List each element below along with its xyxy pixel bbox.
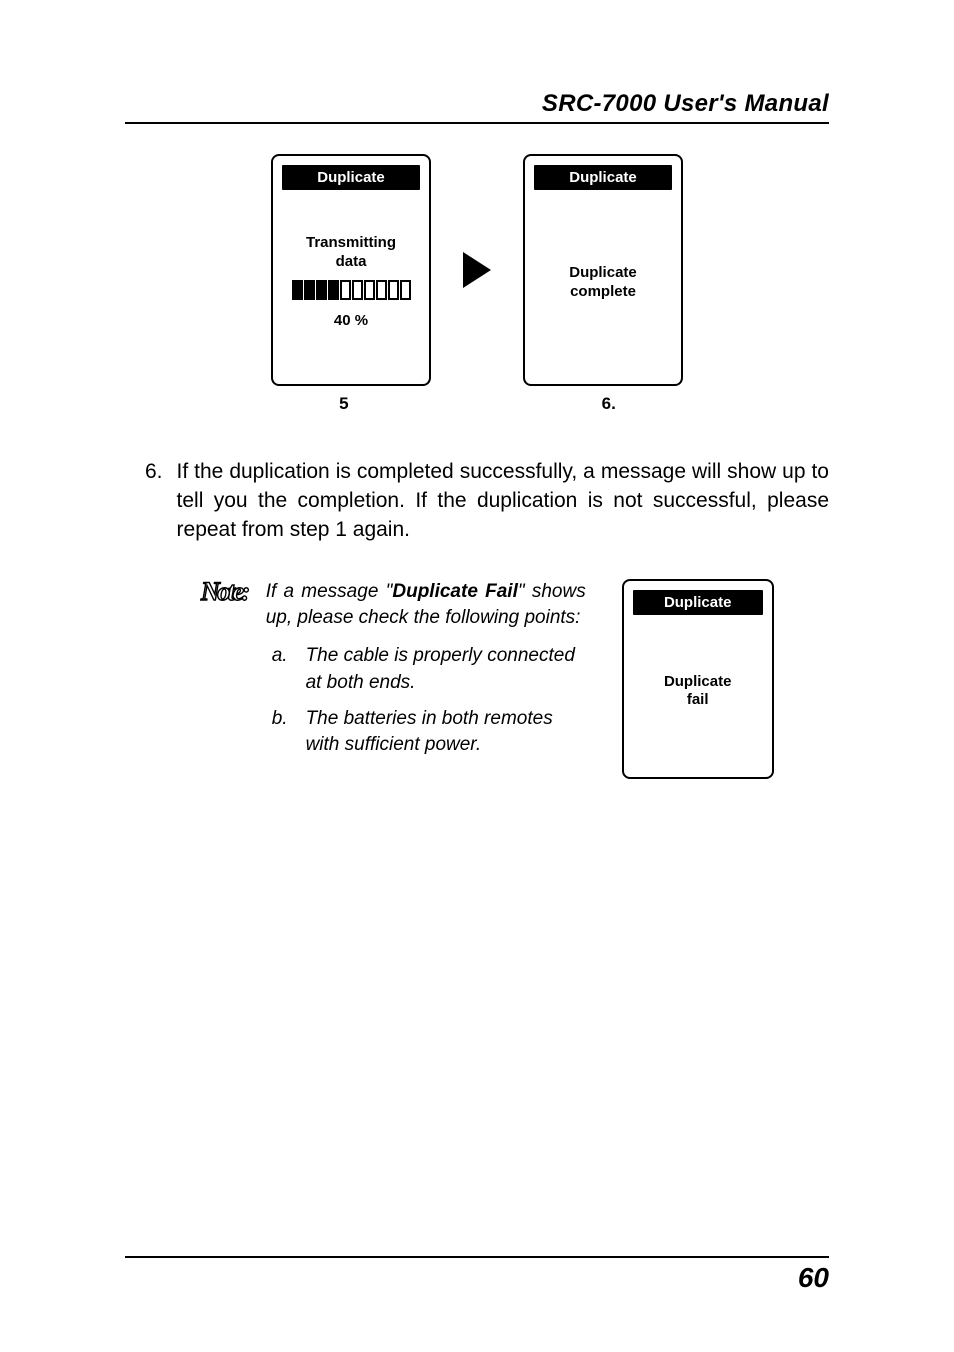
arrow-right-icon [463, 252, 491, 288]
complete-line1: Duplicate [569, 264, 637, 283]
progress-seg [340, 280, 351, 300]
screen-header: Duplicate [534, 165, 672, 190]
note-item-text: The batteries in both remotes with suffi… [306, 706, 586, 758]
step-number: 6. [145, 458, 163, 545]
screen-body: Duplicate fail [664, 615, 732, 768]
note-label: Note: [201, 579, 248, 779]
note-item-b: b. The batteries in both remotes with su… [266, 706, 586, 758]
note-label-text: Note: [201, 575, 248, 606]
progress-seg [388, 280, 399, 300]
header-rule [125, 122, 829, 124]
note-intro-before: If a message " [266, 581, 393, 602]
transmitting-line1: Transmitting [306, 234, 396, 253]
footer: 60 [125, 1256, 829, 1294]
screen-header: Duplicate [633, 590, 763, 615]
screen-label-6: 6. [602, 394, 616, 414]
step-text: If the duplication is completed successf… [177, 458, 829, 545]
note-marker: b. [272, 706, 288, 758]
screen-transmitting: Duplicate Transmitting data 40 % [271, 154, 431, 386]
screen-body: Duplicate complete [569, 190, 637, 375]
note-intro: If a message "Duplicate Fail" shows up, … [266, 579, 586, 631]
screen-label-5: 5 [339, 394, 348, 414]
progress-seg [364, 280, 375, 300]
progress-seg [400, 280, 411, 300]
screen-fail-wrapper: Duplicate Duplicate fail [622, 579, 774, 779]
progress-seg [316, 280, 327, 300]
footer-rule [125, 1256, 829, 1258]
page-number: 60 [125, 1262, 829, 1294]
progress-percent: 40 % [334, 312, 368, 331]
fail-line2: fail [687, 691, 709, 710]
screen-complete: Duplicate Duplicate complete [523, 154, 683, 386]
note-item-a: a. The cable is properly connected at bo… [266, 643, 586, 695]
screen-fail: Duplicate Duplicate fail [622, 579, 774, 779]
step-6: 6. If the duplication is completed succe… [125, 458, 829, 545]
progress-seg [292, 280, 303, 300]
note-intro-bold: Duplicate Fail [392, 581, 517, 602]
page-content: SRC-7000 User's Manual Duplicate Transmi… [0, 0, 954, 779]
note-content: If a message "Duplicate Fail" shows up, … [266, 579, 586, 779]
progress-seg [304, 280, 315, 300]
progress-seg [376, 280, 387, 300]
header: SRC-7000 User's Manual [125, 90, 829, 124]
progress-seg [352, 280, 363, 300]
screen-header: Duplicate [282, 165, 420, 190]
transmitting-line2: data [336, 253, 367, 272]
screen-body: Transmitting data 40 % [292, 190, 411, 375]
screens-row: Duplicate Transmitting data 40 % [125, 154, 829, 386]
note-list: a. The cable is properly connected at bo… [266, 643, 586, 758]
note-block: Note: If a message "Duplicate Fail" show… [125, 579, 829, 779]
complete-line2: complete [570, 283, 636, 302]
progress-seg [328, 280, 339, 300]
fail-line1: Duplicate [664, 673, 732, 692]
note-marker: a. [272, 643, 288, 695]
screen-labels: 5 6. [126, 394, 829, 414]
note-item-text: The cable is properly connected at both … [306, 643, 586, 695]
progress-bar [292, 280, 411, 300]
header-title: SRC-7000 User's Manual [125, 90, 829, 118]
